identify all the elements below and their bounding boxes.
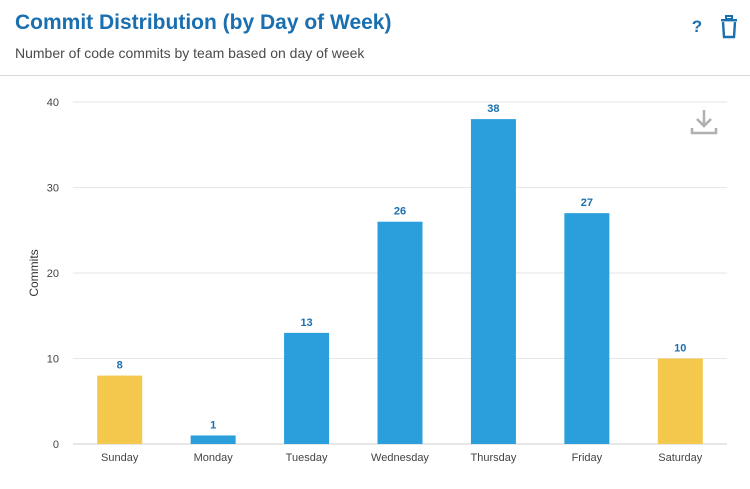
bar-monday xyxy=(190,435,236,444)
question-mark-icon: ? xyxy=(691,17,703,36)
trash-icon xyxy=(721,15,737,39)
bar-sunday xyxy=(97,375,143,444)
x-tick-label: Saturday xyxy=(658,452,703,464)
help-button[interactable]: ? xyxy=(688,16,706,38)
bar-wednesday xyxy=(377,221,423,444)
data-label: 27 xyxy=(581,197,593,209)
x-tick-label: Sunday xyxy=(101,452,139,464)
bar-thursday xyxy=(470,119,516,444)
download-button[interactable] xyxy=(689,108,719,136)
bar-saturday xyxy=(657,358,703,444)
data-label: 1 xyxy=(210,419,216,431)
data-label: 26 xyxy=(394,206,406,218)
y-tick-label: 30 xyxy=(47,183,59,195)
bar-tuesday xyxy=(284,332,330,444)
x-tick-label: Friday xyxy=(572,452,603,464)
data-label: 38 xyxy=(487,103,499,115)
x-tick-label: Tuesday xyxy=(286,452,328,464)
data-label: 13 xyxy=(300,317,312,329)
x-tick-label: Thursday xyxy=(470,452,516,464)
download-icon xyxy=(690,110,718,135)
x-tick-label: Wednesday xyxy=(371,452,429,464)
x-tick-label: Monday xyxy=(194,452,234,464)
y-tick-label: 0 xyxy=(53,439,59,451)
delete-button[interactable] xyxy=(718,15,740,39)
bar-friday xyxy=(564,213,610,444)
chart-subtitle: Number of code commits by team based on … xyxy=(15,45,365,61)
chart-title: Commit Distribution (by Day of Week) xyxy=(15,11,392,34)
y-tick-label: 10 xyxy=(47,354,59,366)
chart-header: Commit Distribution (by Day of Week) Num… xyxy=(0,0,750,76)
bar-chart: 0 10 20 30 40 Commits 8 Sunday 1 Monday 13 Tuesday 2… xyxy=(27,97,727,464)
data-label: 8 xyxy=(117,360,123,372)
y-tick-label: 20 xyxy=(47,268,59,280)
data-label: 10 xyxy=(674,343,686,355)
y-tick-label: 40 xyxy=(47,97,59,109)
y-axis-title: Commits xyxy=(27,249,41,296)
